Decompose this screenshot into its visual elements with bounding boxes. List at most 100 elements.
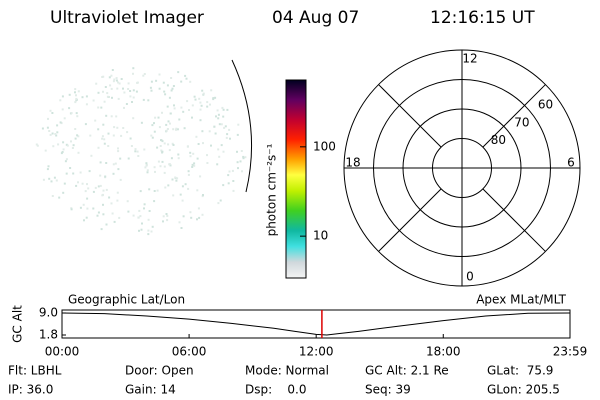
pixel bbox=[222, 108, 225, 111]
pixel bbox=[193, 164, 196, 167]
pixel bbox=[74, 128, 77, 130]
pixel bbox=[79, 206, 82, 209]
pixel bbox=[171, 142, 174, 145]
mlt-label: 6 bbox=[567, 156, 575, 170]
pixel bbox=[178, 221, 181, 224]
pixel bbox=[64, 160, 67, 163]
pixel bbox=[118, 82, 121, 85]
pixel bbox=[125, 103, 128, 105]
pixel bbox=[191, 163, 194, 166]
pixel bbox=[102, 123, 105, 126]
pixel bbox=[90, 154, 93, 157]
pixel bbox=[188, 109, 190, 111]
pixel bbox=[106, 95, 109, 98]
pixel bbox=[104, 175, 107, 178]
pixel bbox=[153, 122, 155, 125]
pixel bbox=[212, 98, 215, 101]
pixel bbox=[162, 215, 165, 218]
pixel bbox=[168, 96, 171, 99]
pixel bbox=[146, 171, 149, 174]
pixel bbox=[216, 109, 219, 112]
pixel bbox=[209, 103, 211, 106]
pixel bbox=[52, 145, 55, 148]
pixel bbox=[162, 81, 165, 84]
pixel bbox=[165, 123, 168, 126]
pixel bbox=[97, 91, 100, 94]
pixel bbox=[111, 69, 114, 71]
pixel bbox=[232, 189, 235, 192]
pixel bbox=[146, 169, 149, 172]
pixel bbox=[72, 172, 75, 175]
pixel bbox=[164, 93, 167, 96]
pixel bbox=[218, 123, 221, 126]
pixel bbox=[47, 117, 49, 120]
pixel bbox=[181, 185, 184, 188]
pixel bbox=[167, 120, 170, 123]
x-tick-label: 00:00 bbox=[45, 345, 80, 359]
pixel bbox=[196, 189, 199, 192]
pixel bbox=[132, 72, 134, 75]
pixel bbox=[157, 116, 160, 119]
pixel bbox=[72, 144, 75, 147]
pixel bbox=[50, 180, 53, 183]
pixel bbox=[166, 128, 169, 130]
y-tick-label: 1.8 bbox=[39, 328, 58, 342]
pixel bbox=[160, 149, 163, 152]
pixel bbox=[76, 134, 79, 137]
pixel bbox=[199, 119, 202, 122]
pixel bbox=[210, 89, 213, 92]
pixel bbox=[201, 89, 204, 92]
pixel bbox=[192, 152, 195, 155]
pixel bbox=[186, 145, 189, 148]
pixel bbox=[75, 184, 78, 187]
pixel bbox=[199, 175, 202, 178]
pixel bbox=[49, 109, 52, 112]
pixel bbox=[191, 104, 194, 107]
pixel bbox=[92, 190, 95, 193]
pixel bbox=[86, 207, 89, 210]
pixel bbox=[174, 176, 177, 179]
pixel bbox=[202, 92, 205, 95]
pixel bbox=[241, 170, 243, 173]
pixel bbox=[101, 76, 104, 78]
pixel bbox=[237, 167, 239, 170]
pixel bbox=[76, 115, 79, 118]
pixel bbox=[163, 171, 166, 174]
pixel bbox=[184, 74, 187, 77]
pixel bbox=[168, 163, 171, 166]
meridian bbox=[378, 188, 442, 252]
pixel bbox=[171, 178, 174, 181]
pixel bbox=[109, 84, 112, 87]
pixel bbox=[58, 196, 61, 199]
pixel bbox=[85, 95, 88, 98]
pixel bbox=[96, 214, 99, 217]
pixel bbox=[68, 107, 71, 110]
pixel bbox=[170, 157, 173, 160]
pixel bbox=[63, 117, 66, 120]
pixel bbox=[166, 84, 169, 87]
pixel bbox=[56, 124, 59, 127]
pixel bbox=[227, 174, 230, 177]
pixel bbox=[126, 200, 129, 203]
pixel bbox=[132, 117, 135, 120]
pixel bbox=[132, 96, 135, 99]
pixel bbox=[118, 216, 121, 219]
pixel bbox=[70, 140, 72, 143]
pixel bbox=[178, 118, 181, 121]
pixel bbox=[228, 170, 231, 173]
pixel bbox=[131, 101, 133, 103]
pixel bbox=[51, 112, 54, 114]
pixel bbox=[150, 230, 153, 233]
pixel bbox=[160, 139, 162, 142]
pixel bbox=[226, 133, 229, 136]
x-tick-label: 23:59 bbox=[553, 345, 588, 359]
pixel bbox=[89, 134, 92, 137]
pixel bbox=[46, 126, 49, 129]
pixel bbox=[62, 148, 65, 151]
pixel bbox=[149, 86, 152, 89]
pixel bbox=[115, 77, 118, 80]
pixel bbox=[110, 74, 113, 77]
pixel bbox=[95, 82, 98, 85]
pixel bbox=[202, 93, 205, 96]
pixel bbox=[68, 93, 71, 96]
